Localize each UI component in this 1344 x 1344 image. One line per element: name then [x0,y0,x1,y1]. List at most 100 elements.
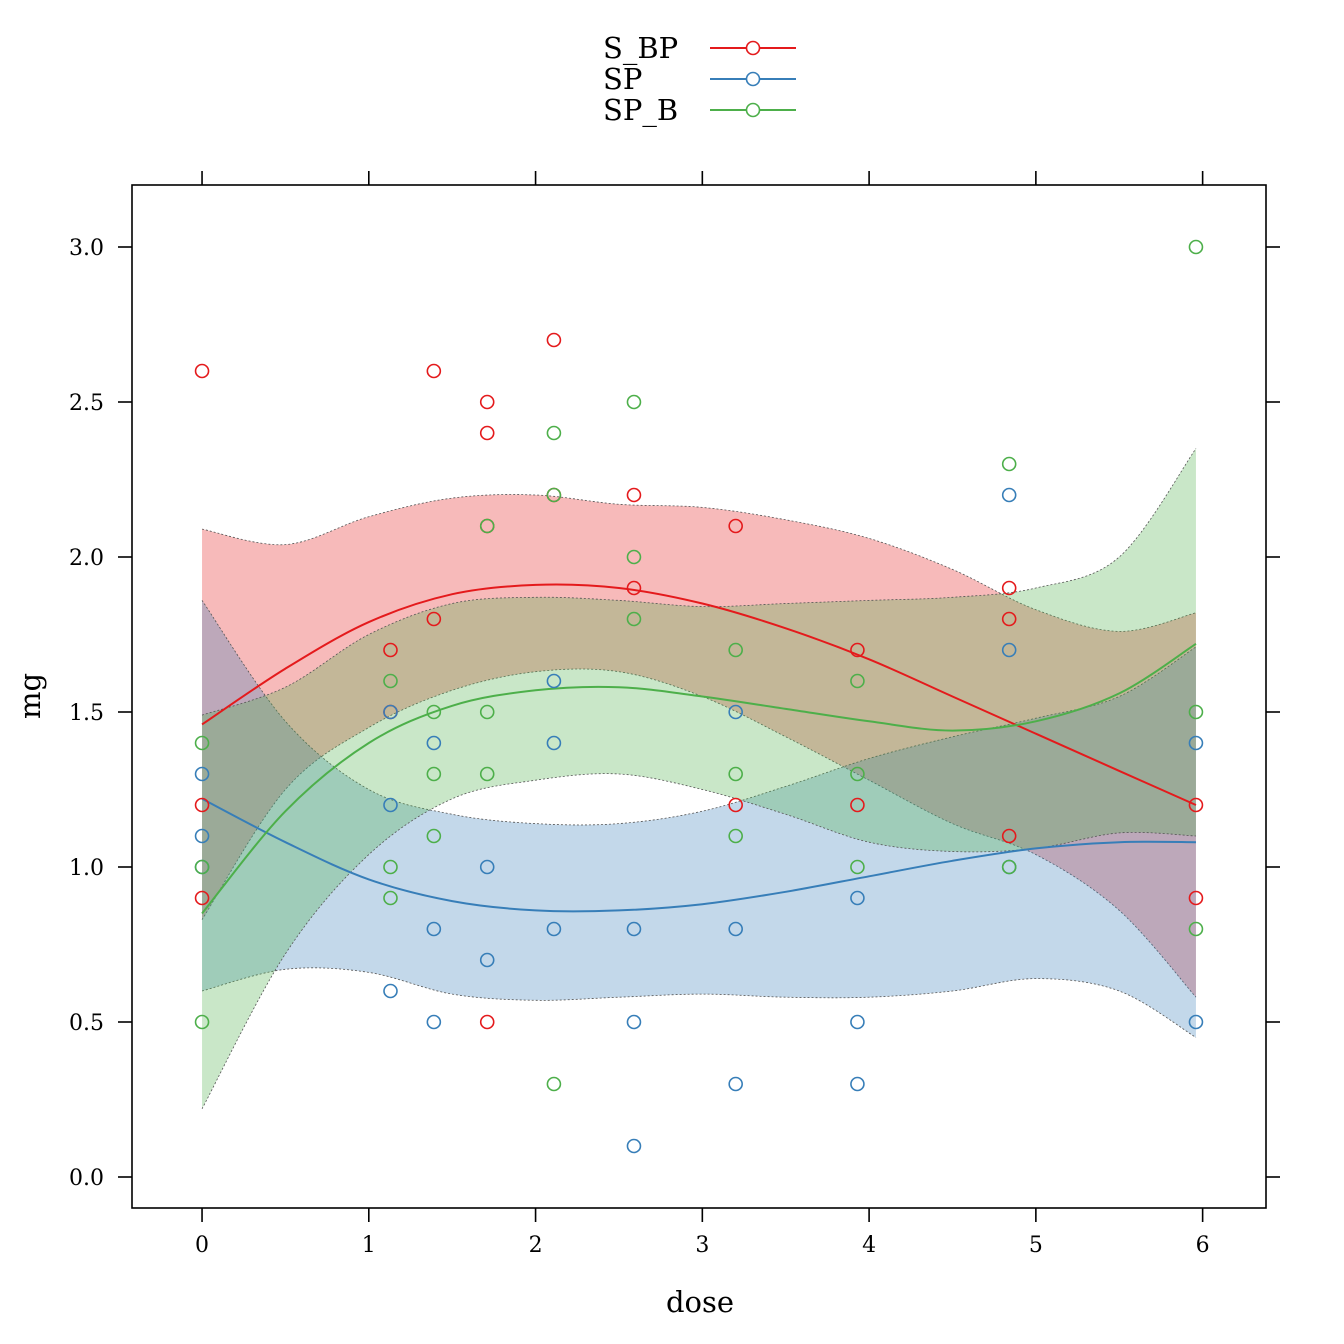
point-s-bp [383,642,398,658]
point-sp-b [546,487,562,503]
point-sp-b [626,394,642,410]
point-sp [728,704,743,720]
y-tick-label: 3.0 [69,236,104,261]
legend-marker-sp-b [745,102,761,118]
point-sp-b [426,766,442,782]
point-sp-b [626,549,642,565]
axes: 0 1 2 3 4 5 6 0.0 0.5 1.0 1.5 2.0 2.5 3.0 [69,171,1280,1258]
point-s-bp [1001,611,1017,627]
point-s-bp [194,797,210,813]
band-lower-edge-sp [201,967,1197,1038]
point-sp-b [626,611,642,627]
point-sp [546,735,562,751]
point-s-bp [426,611,442,627]
point-sp-b [479,518,495,534]
y-tick-label: 0.5 [69,1011,104,1036]
fit-line-sp [201,797,1196,913]
point-sp-b [383,859,398,875]
y-tick-label: 2.0 [69,546,104,571]
point-sp-b [479,704,495,720]
point-sp [194,828,210,844]
y-tick-label: 1.5 [69,701,104,726]
point-sp-b [479,766,495,782]
point-sp-b [546,1076,562,1092]
x-tick-label: 6 [1196,1233,1210,1258]
point-sp [383,704,398,720]
point-sp-b [194,1014,210,1030]
legend-label-sp-b: SP_B [603,93,678,128]
legend-marker-s-bp [745,40,761,56]
fit-lines [201,583,1197,915]
band-upper-edge-sp [201,600,1197,826]
point-sp [479,952,495,968]
fit-line-sp-b [201,642,1197,915]
point-sp [1188,735,1204,751]
band-upper-edge-s-bp [201,494,1197,632]
x-tick-label: 3 [695,1233,709,1258]
point-sp-b [850,673,865,689]
point-s-bp [194,363,210,379]
point-sp [728,921,743,937]
point-s-bp [1188,797,1204,813]
point-s-bp [728,518,743,534]
point-sp-b [1001,859,1017,875]
point-sp [194,766,210,782]
data-points [194,239,1204,1154]
point-s-bp [1188,890,1204,906]
point-sp [728,1076,743,1092]
legend-label-sp: SP [603,62,642,96]
band-sp-b [202,448,1196,1109]
point-sp [426,921,442,937]
point-sp [1001,642,1017,658]
x-tick-label: 0 [195,1233,209,1258]
x-axis-label: dose [666,1285,734,1319]
point-s-bp [546,332,562,348]
point-sp [546,921,562,937]
point-sp [1188,1014,1204,1030]
point-sp-b [383,890,398,906]
y-tick-label: 1.0 [69,856,104,881]
point-sp-b [1188,704,1204,720]
point-sp [426,1014,442,1030]
point-sp [546,673,562,689]
point-sp [850,1014,865,1030]
point-sp [479,859,495,875]
point-sp-b [546,425,562,441]
point-sp [626,1014,642,1030]
point-sp-b [194,859,210,875]
point-sp [850,1076,865,1092]
confidence-bands [201,448,1197,1109]
point-s-bp [479,1014,495,1030]
point-s-bp [728,797,743,813]
point-sp [626,1138,642,1154]
x-tick-label: 5 [1029,1233,1043,1258]
point-sp-b [728,828,743,844]
point-sp-b [728,766,743,782]
point-s-bp [626,487,642,503]
fit-line-s-bp [201,583,1197,806]
legend-marker-sp [745,71,761,87]
band-lower-edge-s-bp [201,668,1197,998]
point-sp [426,735,442,751]
x-tick-label: 1 [362,1233,376,1258]
y-tick-label: 0.0 [69,1166,104,1191]
point-sp-b [850,766,865,782]
y-axis-label: mg [13,673,47,719]
point-sp-b [1188,921,1204,937]
point-sp-b [426,828,442,844]
legend-label-s-bp: S_BP [603,31,678,66]
point-sp-b [426,704,442,720]
point-s-bp [1001,580,1017,596]
x-tick-label: 4 [862,1233,876,1258]
plot-frame [131,184,1267,1209]
point-sp-b [383,673,398,689]
point-sp-b [1188,239,1204,255]
point-sp [383,797,398,813]
point-s-bp [850,642,865,658]
band-sp [202,600,1196,1038]
point-s-bp [194,890,210,906]
point-sp [850,890,865,906]
point-sp-b [850,859,865,875]
point-s-bp [1001,828,1017,844]
